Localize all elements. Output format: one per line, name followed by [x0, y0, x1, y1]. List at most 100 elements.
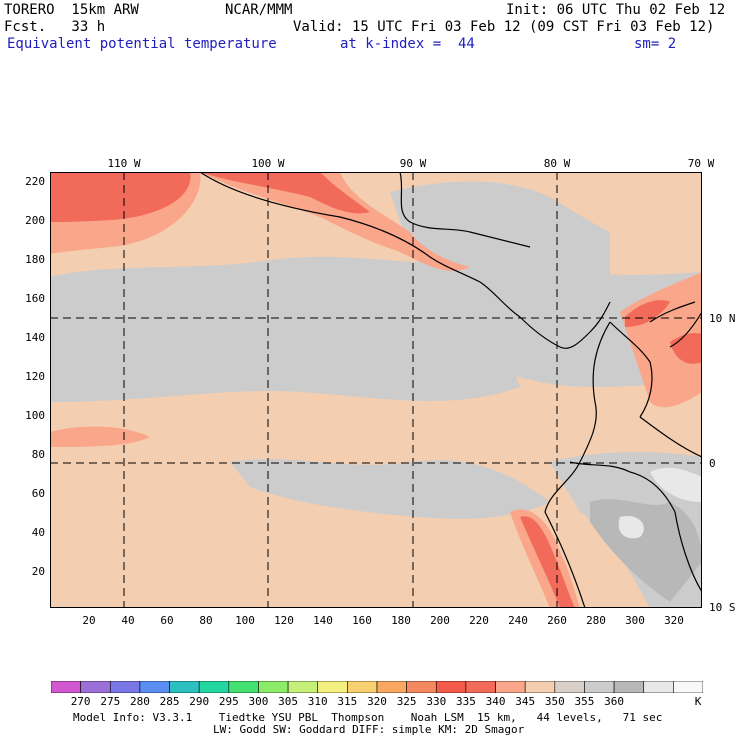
colorbar-swatch [435, 681, 467, 693]
colorbar-swatch [495, 681, 526, 693]
x-tick-80: 80 [199, 614, 213, 627]
colorbar-swatch [51, 681, 81, 693]
colorbar-swatch [139, 681, 170, 693]
x-tick-140: 140 [313, 614, 333, 627]
x-tick-300: 300 [625, 614, 645, 627]
colorbar-label: 280 [129, 695, 150, 708]
lightgray-patch-2 [618, 516, 644, 539]
colorbar-unit: K [694, 695, 702, 708]
colorbar [51, 681, 703, 693]
lat-label-10n: 10 N [709, 312, 736, 325]
y-tick-200: 200 [25, 214, 45, 227]
colorbar-label: 360 [604, 695, 625, 708]
gray-band-mid [50, 317, 520, 402]
colorbar-label: 330 [426, 695, 447, 708]
colorbar-swatch [287, 681, 319, 693]
colorbar-swatch [406, 681, 437, 693]
lon-label-110w: 110 W [107, 157, 141, 170]
graticule [50, 172, 702, 608]
coastline-mexico [199, 172, 521, 318]
colorbar-label: 345 [515, 695, 536, 708]
colorbar-label: 290 [189, 695, 210, 708]
level-info: at k-index = 44 [340, 36, 475, 52]
lon-label-90w: 90 W [399, 157, 427, 170]
coastline-yucatan [399, 172, 531, 248]
colorbar-swatch [317, 681, 348, 693]
red-peru [520, 516, 575, 608]
theta-e-map [50, 172, 702, 608]
colorbar-label: 295 [218, 695, 239, 708]
colorbar-swatch [228, 681, 259, 693]
coastline-colombia [544, 321, 611, 608]
lon-label-70w: 70 W [687, 157, 715, 170]
init-time: Init: 06 UTC Thu 02 Feb 12 [506, 2, 726, 18]
model-info: Model Info: V3.3.1 Tiedtke YSU PBL Thomp… [73, 711, 663, 724]
colorbar-swatch [584, 681, 615, 693]
x-tick-100: 100 [235, 614, 255, 627]
x-tick-180: 180 [391, 614, 411, 627]
x-tick-120: 120 [274, 614, 294, 627]
y-tick-60: 60 [31, 487, 45, 500]
colorbar-swatch [465, 681, 496, 693]
gray-band-south [230, 459, 550, 519]
y-tick-120: 120 [25, 370, 45, 383]
x-tick-160: 160 [352, 614, 372, 627]
colorbar-swatch [673, 681, 703, 693]
x-tick-240: 240 [508, 614, 528, 627]
colorbar-swatch [169, 681, 200, 693]
lon-label-100w: 100 W [251, 157, 285, 170]
y-tick-140: 140 [25, 331, 45, 344]
red-north [200, 172, 370, 214]
colorbar-label: 315 [337, 695, 358, 708]
map-frame [50, 172, 702, 608]
border-ecuador [569, 461, 676, 513]
colorbar-label: 325 [396, 695, 417, 708]
lat-label-0: 0 [709, 457, 716, 470]
border-peru [639, 416, 702, 593]
x-tick-20: 20 [82, 614, 96, 627]
y-tick-40: 40 [31, 526, 45, 539]
x-tick-40: 40 [121, 614, 135, 627]
salmon-top [200, 172, 470, 272]
colorbar-swatch [554, 681, 585, 693]
colorbar-label: 310 [307, 695, 328, 708]
lon-label-80w: 80 W [543, 157, 571, 170]
coastline-caribbean [649, 301, 702, 348]
lightgray-patch [650, 467, 702, 502]
colorbar-label: 340 [485, 695, 506, 708]
darkgray-andes [590, 499, 702, 602]
red-se [670, 332, 702, 364]
x-tick-280: 280 [586, 614, 606, 627]
y-tick-20: 20 [31, 565, 45, 578]
valid-time: Valid: 15 UTC Fri 03 Feb 12 (09 CST Fri … [293, 19, 715, 35]
y-tick-180: 180 [25, 253, 45, 266]
institution-label: NCAR/MMM [225, 2, 293, 18]
colorbar-swatch [376, 681, 407, 693]
colorbar-label: 355 [574, 695, 595, 708]
y-tick-160: 160 [25, 292, 45, 305]
colorbar-swatch [198, 681, 230, 693]
run-title: TORERO 15km ARW [4, 2, 139, 18]
colorbar-swatch [643, 681, 674, 693]
forecast-hour: Fcst. 33 h [4, 19, 106, 35]
colorbar-swatch [258, 681, 289, 693]
colorbar-label: 300 [248, 695, 269, 708]
colorbar-label: 320 [367, 695, 387, 708]
coastlines [199, 172, 702, 608]
colorbar-label: 350 [544, 695, 565, 708]
x-tick-200: 200 [430, 614, 450, 627]
colorbar-label: 270 [70, 695, 91, 708]
x-tick-260: 260 [547, 614, 567, 627]
smoothing-info: sm= 2 [634, 36, 677, 52]
y-tick-100: 100 [25, 409, 45, 422]
red-nw [50, 172, 191, 222]
salmon-tongue [50, 426, 150, 447]
y-tick-80: 80 [31, 448, 45, 461]
colorbar-label: 275 [100, 695, 121, 708]
lat-label-10s: 10 S [709, 601, 736, 614]
physics-info: LW: Godd SW: Goddard DIFF: simple KM: 2D… [213, 723, 525, 736]
colorbar-label: 335 [455, 695, 476, 708]
colorbar-swatch [613, 681, 645, 693]
coastline-central-america [519, 301, 611, 349]
border-colombia [609, 321, 653, 418]
